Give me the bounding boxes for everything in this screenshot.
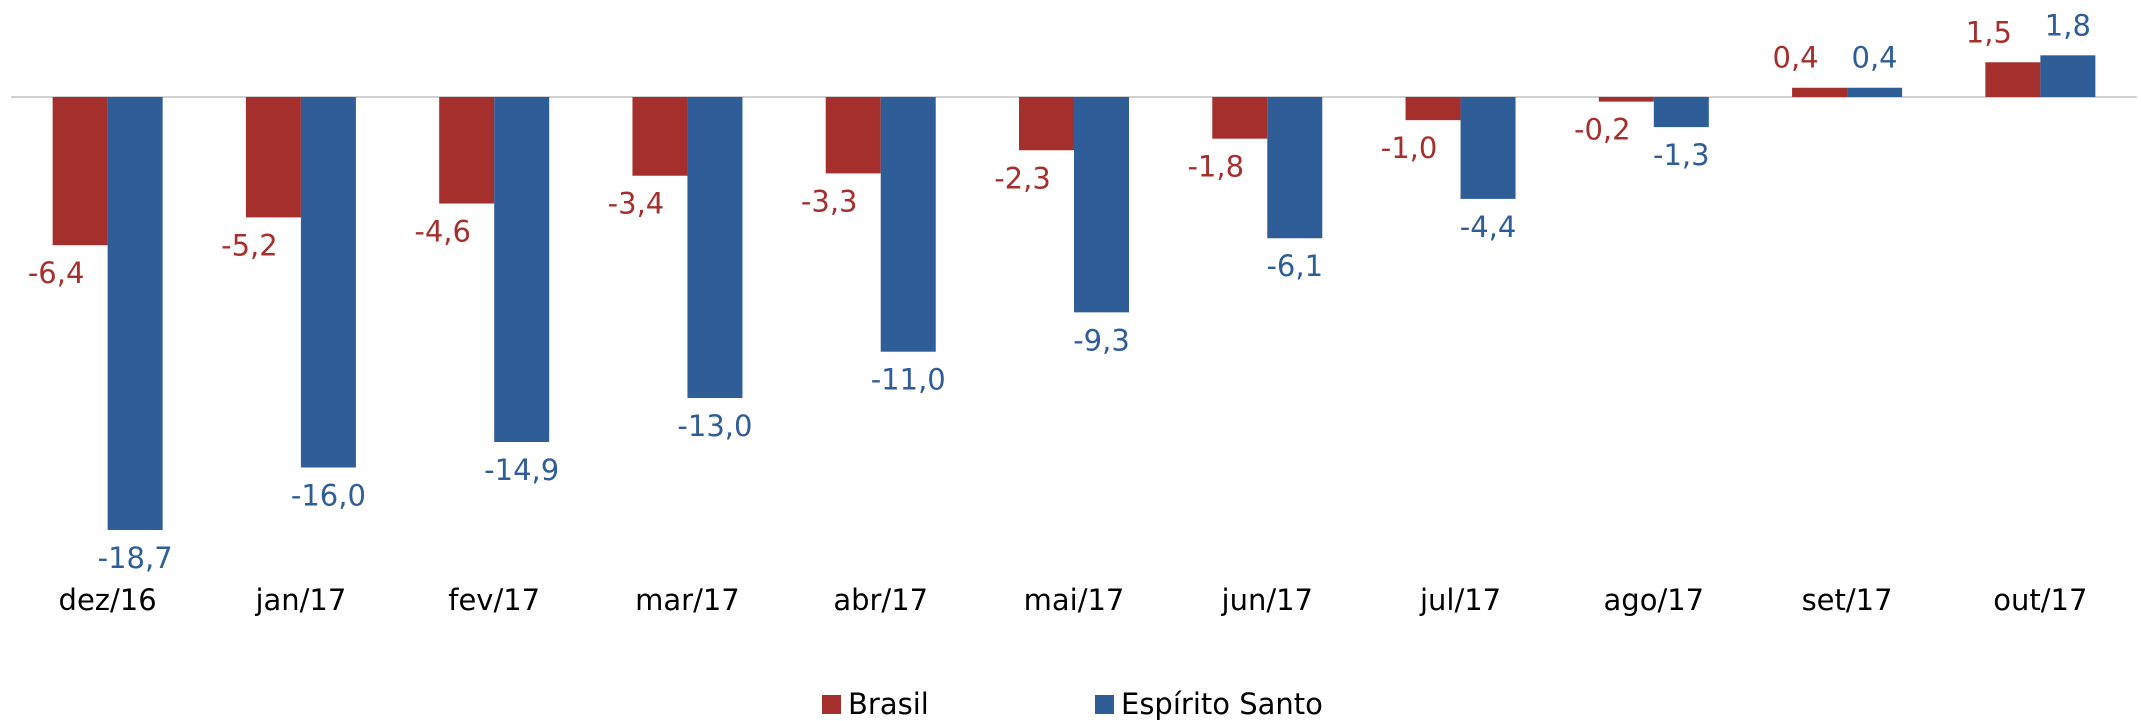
data-label: -18,7 <box>98 541 173 575</box>
bar <box>107 97 163 530</box>
bar <box>245 97 301 218</box>
bar <box>1267 97 1323 239</box>
bar <box>494 97 550 443</box>
data-label: -3,4 <box>608 187 665 221</box>
bar <box>825 97 881 174</box>
data-label: -6,1 <box>1266 249 1323 283</box>
bar <box>1792 87 1848 97</box>
bar <box>1460 97 1516 199</box>
bar <box>1847 87 1903 97</box>
x-tick-label: jul/17 <box>1419 583 1501 617</box>
x-tick-label: ago/17 <box>1604 583 1705 617</box>
legend-swatch <box>822 695 841 714</box>
data-label: -13,0 <box>677 409 752 443</box>
bar <box>1653 97 1709 128</box>
data-label: -2,3 <box>994 161 1051 195</box>
data-label: 1,5 <box>1966 15 2012 49</box>
legend-swatch <box>1095 695 1114 714</box>
data-label: -11,0 <box>871 363 946 397</box>
data-label: 1,8 <box>2045 8 2091 42</box>
bar <box>1074 97 1129 313</box>
data-label: -4,6 <box>414 215 471 249</box>
data-label: -1,0 <box>1381 131 1438 165</box>
bar <box>2040 55 2096 97</box>
data-label: -16,0 <box>291 478 366 512</box>
bar <box>1212 97 1268 139</box>
data-label: -9,3 <box>1073 323 1130 357</box>
data-label: -1,3 <box>1653 138 1710 172</box>
legend-label: Espírito Santo <box>1121 687 1323 721</box>
x-tick-label: fev/17 <box>448 583 540 617</box>
x-tick-label: dez/16 <box>59 583 157 617</box>
bar <box>300 97 356 468</box>
data-label: -6,4 <box>28 256 85 290</box>
bar <box>439 97 495 204</box>
bar <box>1405 97 1461 121</box>
data-label: 0,4 <box>1852 41 1898 75</box>
x-tick-label: jun/17 <box>1221 583 1314 617</box>
x-tick-label: mar/17 <box>635 583 740 617</box>
bar <box>880 97 936 352</box>
data-label: -4,4 <box>1460 210 1517 244</box>
data-label: -1,8 <box>1187 150 1244 184</box>
bar <box>687 97 743 399</box>
bar <box>1985 62 2041 97</box>
bar <box>1019 97 1074 151</box>
bar <box>632 97 688 176</box>
data-label: -3,3 <box>801 184 858 218</box>
data-label: -5,2 <box>221 228 278 262</box>
bar <box>1598 97 1654 102</box>
data-label: 0,4 <box>1773 41 1819 75</box>
x-tick-label: mai/17 <box>1024 583 1125 617</box>
x-tick-label: out/17 <box>1993 583 2087 617</box>
x-tick-label: abr/17 <box>833 583 928 617</box>
legend-label: Brasil <box>848 687 929 721</box>
x-tick-label: set/17 <box>1802 583 1893 617</box>
data-label: -14,9 <box>484 453 559 487</box>
bar <box>52 97 108 246</box>
x-tick-label: jan/17 <box>254 583 346 617</box>
data-label: -0,2 <box>1574 113 1631 147</box>
